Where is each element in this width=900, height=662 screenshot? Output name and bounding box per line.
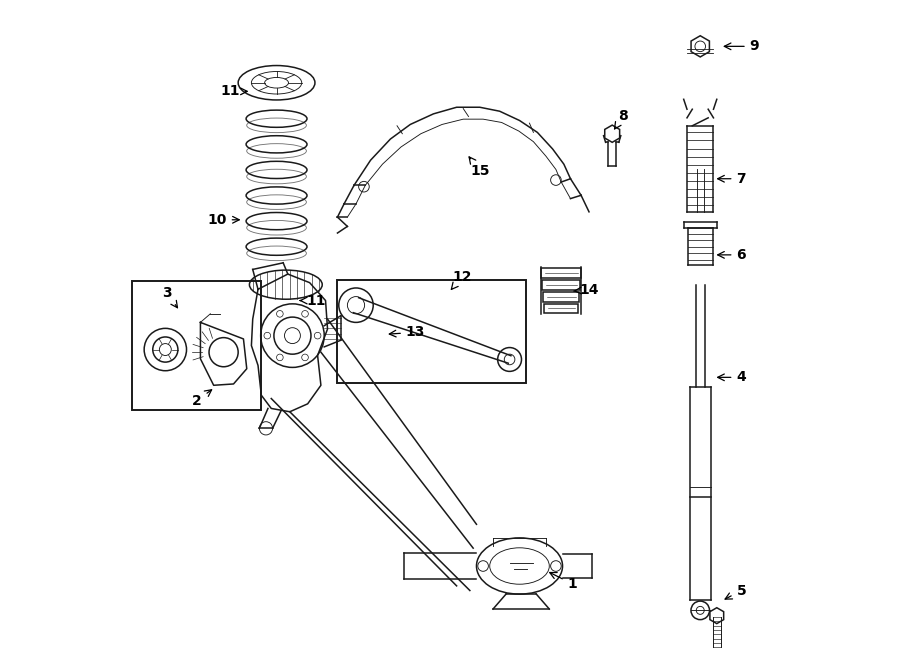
- Text: 15: 15: [469, 157, 490, 178]
- Text: 2: 2: [193, 390, 212, 408]
- Bar: [132, 281, 261, 410]
- Text: 10: 10: [207, 213, 239, 227]
- Bar: [544, 303, 578, 313]
- Text: 7: 7: [717, 171, 746, 186]
- Text: 14: 14: [573, 283, 598, 297]
- Text: 5: 5: [725, 583, 746, 599]
- Text: 11: 11: [220, 84, 248, 99]
- Text: 3: 3: [162, 285, 177, 308]
- Text: 13: 13: [390, 325, 426, 340]
- Bar: [338, 280, 526, 383]
- Text: 8: 8: [615, 109, 628, 129]
- Text: 11: 11: [301, 293, 326, 308]
- Text: 4: 4: [717, 370, 746, 385]
- Bar: [543, 279, 580, 289]
- Text: 9: 9: [724, 39, 760, 54]
- Text: 6: 6: [717, 248, 746, 262]
- Bar: [542, 267, 581, 277]
- Bar: [544, 291, 579, 301]
- Text: 1: 1: [550, 573, 577, 591]
- Text: 12: 12: [451, 269, 472, 289]
